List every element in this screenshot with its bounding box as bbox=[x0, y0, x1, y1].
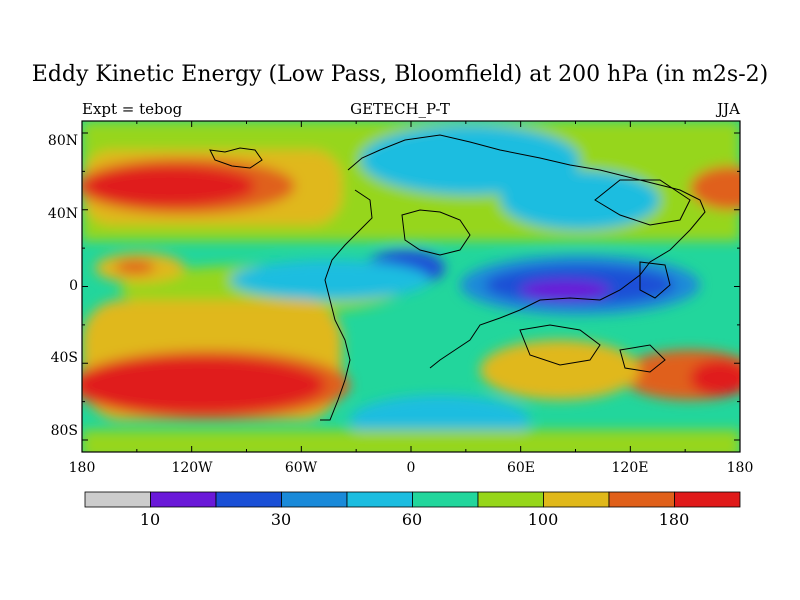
colorbar-label: 30 bbox=[270, 510, 292, 529]
colorbar-label: 60 bbox=[401, 510, 423, 529]
colorbar-swatch bbox=[281, 491, 348, 508]
axis-ticks bbox=[81, 121, 741, 452]
lon-label: 120W bbox=[171, 460, 213, 476]
lon-label: 60W bbox=[284, 460, 318, 476]
lat-label: 80S bbox=[50, 423, 78, 439]
model-label: GETECH_P-T bbox=[350, 100, 450, 118]
experiment-label: Expt = tebog bbox=[82, 100, 183, 118]
lat-label: 0 bbox=[69, 278, 78, 294]
colorbar-swatch bbox=[346, 491, 413, 508]
colorbar-swatch bbox=[215, 491, 282, 508]
lat-label: 40S bbox=[50, 350, 78, 366]
colorbar-swatch bbox=[84, 491, 151, 508]
colorbar-swatch bbox=[674, 491, 741, 508]
colorbar-swatch bbox=[543, 491, 610, 508]
season-label: JJA bbox=[717, 100, 740, 118]
colorbar-swatch bbox=[477, 491, 544, 508]
lon-label: 120E bbox=[611, 460, 649, 476]
lon-label: 180 bbox=[68, 460, 96, 476]
lon-label: 0 bbox=[406, 460, 416, 476]
map-title: Eddy Kinetic Energy (Low Pass, Bloomfiel… bbox=[31, 62, 769, 87]
colorbar-label: 10 bbox=[139, 510, 161, 529]
colorbar bbox=[84, 491, 741, 508]
lon-label: 60E bbox=[506, 460, 536, 476]
lat-label: 80N bbox=[47, 133, 78, 149]
colorbar-label: 180 bbox=[658, 510, 690, 529]
colorbar-swatch bbox=[412, 491, 479, 508]
colorbar-label: 100 bbox=[527, 510, 559, 529]
colorbar-swatch bbox=[150, 491, 217, 508]
colorbar-swatch bbox=[608, 491, 675, 508]
contour-field bbox=[82, 121, 740, 452]
lon-label: 180 bbox=[726, 460, 754, 476]
lat-label: 40N bbox=[47, 206, 78, 222]
coastlines bbox=[209, 134, 706, 421]
